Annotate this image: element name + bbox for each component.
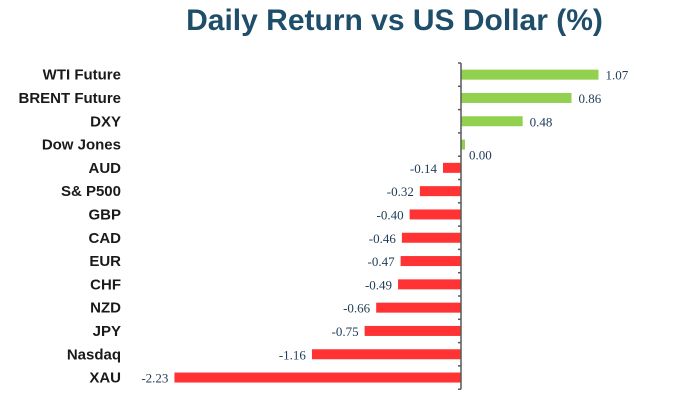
bar (443, 162, 461, 173)
category-label: EUR (89, 253, 121, 270)
category-label: NZD (90, 300, 121, 317)
bar (409, 209, 461, 220)
bar (311, 349, 461, 360)
category-label: S& P500 (61, 183, 121, 200)
value-label: 1.07 (605, 68, 628, 83)
zero-axis-group (458, 62, 462, 390)
bar (461, 92, 572, 103)
category-label: CHF (90, 276, 121, 293)
bar (461, 116, 523, 127)
bar (461, 69, 599, 80)
category-label: XAU (89, 370, 121, 387)
value-label: -0.40 (377, 207, 404, 222)
value-label: -0.32 (387, 184, 414, 199)
bar (419, 186, 461, 197)
value-label: -0.75 (332, 324, 359, 339)
value-label: -0.49 (365, 277, 392, 292)
value-label: 0.00 (469, 148, 492, 163)
bar (400, 256, 461, 267)
bar (461, 139, 465, 150)
value-label: -0.46 (369, 231, 397, 246)
category-label: Dow Jones (42, 137, 121, 154)
category-label: AUD (89, 160, 122, 177)
value-label: -1.16 (279, 347, 307, 362)
value-label: 0.48 (530, 114, 553, 129)
bar (401, 232, 461, 243)
category-label: WTI Future (43, 67, 121, 84)
bar (174, 372, 461, 383)
bar (398, 279, 461, 290)
category-label: Nasdaq (67, 346, 121, 363)
value-label: -2.23 (141, 371, 168, 386)
value-label: -0.14 (410, 161, 438, 176)
value-label: 0.86 (579, 91, 602, 106)
chart-title: Daily Return vs US Dollar (%) (186, 4, 603, 37)
value-label: -0.66 (343, 301, 371, 316)
category-label: DXY (90, 113, 121, 130)
value-labels-group: 1.070.86 0.48 0.00 -0.14 -0.32 -0.40 -0.46 -0.4… (141, 68, 628, 386)
bars-group (174, 69, 599, 383)
category-label: CAD (89, 230, 122, 247)
category-labels-group: WTI Future BRENT Future DXY Dow Jones AUD S& … (19, 67, 122, 387)
bar (376, 302, 461, 313)
category-label: JPY (93, 323, 121, 340)
bar (364, 325, 461, 336)
category-label: BRENT Future (19, 90, 122, 107)
value-label: -0.47 (368, 254, 396, 269)
category-label: GBP (88, 206, 121, 223)
